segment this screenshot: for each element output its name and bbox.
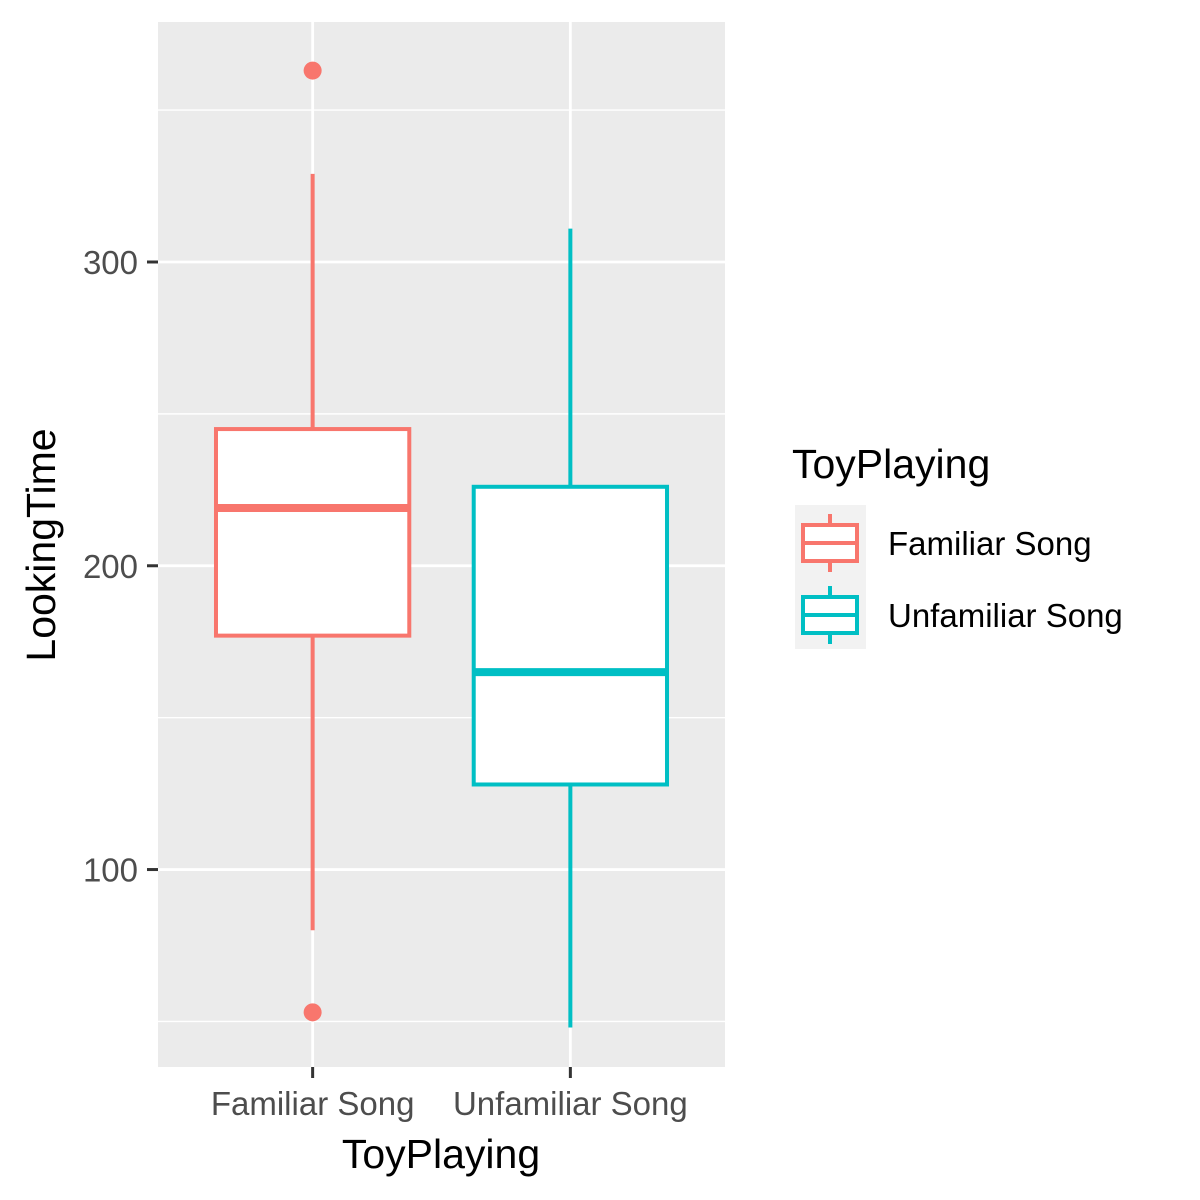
legend-item-1: Familiar Song: [801, 514, 1092, 572]
legend: ToyPlaying Familiar Song Unfamiliar Song: [792, 441, 1123, 649]
x-axis: Familiar Song Unfamiliar Song: [211, 1067, 688, 1122]
x-tick-label: Familiar Song: [211, 1085, 415, 1122]
y-axis-title: LookingTime: [18, 428, 64, 661]
outlier-point: [303, 61, 322, 80]
legend-label: Familiar Song: [888, 525, 1092, 562]
y-tick-label: 100: [83, 852, 138, 889]
box-iqr: [213, 427, 412, 638]
legend-label: Unfamiliar Song: [888, 597, 1123, 634]
outlier-point: [303, 1003, 322, 1022]
box-iqr: [471, 484, 670, 787]
legend-title: ToyPlaying: [792, 441, 990, 487]
boxes: [213, 61, 670, 1028]
box-1: [213, 61, 412, 1022]
x-tick-label: Unfamiliar Song: [453, 1085, 688, 1122]
x-axis-title: ToyPlaying: [342, 1131, 540, 1177]
y-tick-label: 200: [83, 548, 138, 585]
legend-item-2: Unfamiliar Song: [801, 586, 1123, 644]
box-2: [471, 228, 670, 1028]
y-axis: 100 200 300: [83, 244, 158, 889]
y-tick-label: 300: [83, 244, 138, 281]
